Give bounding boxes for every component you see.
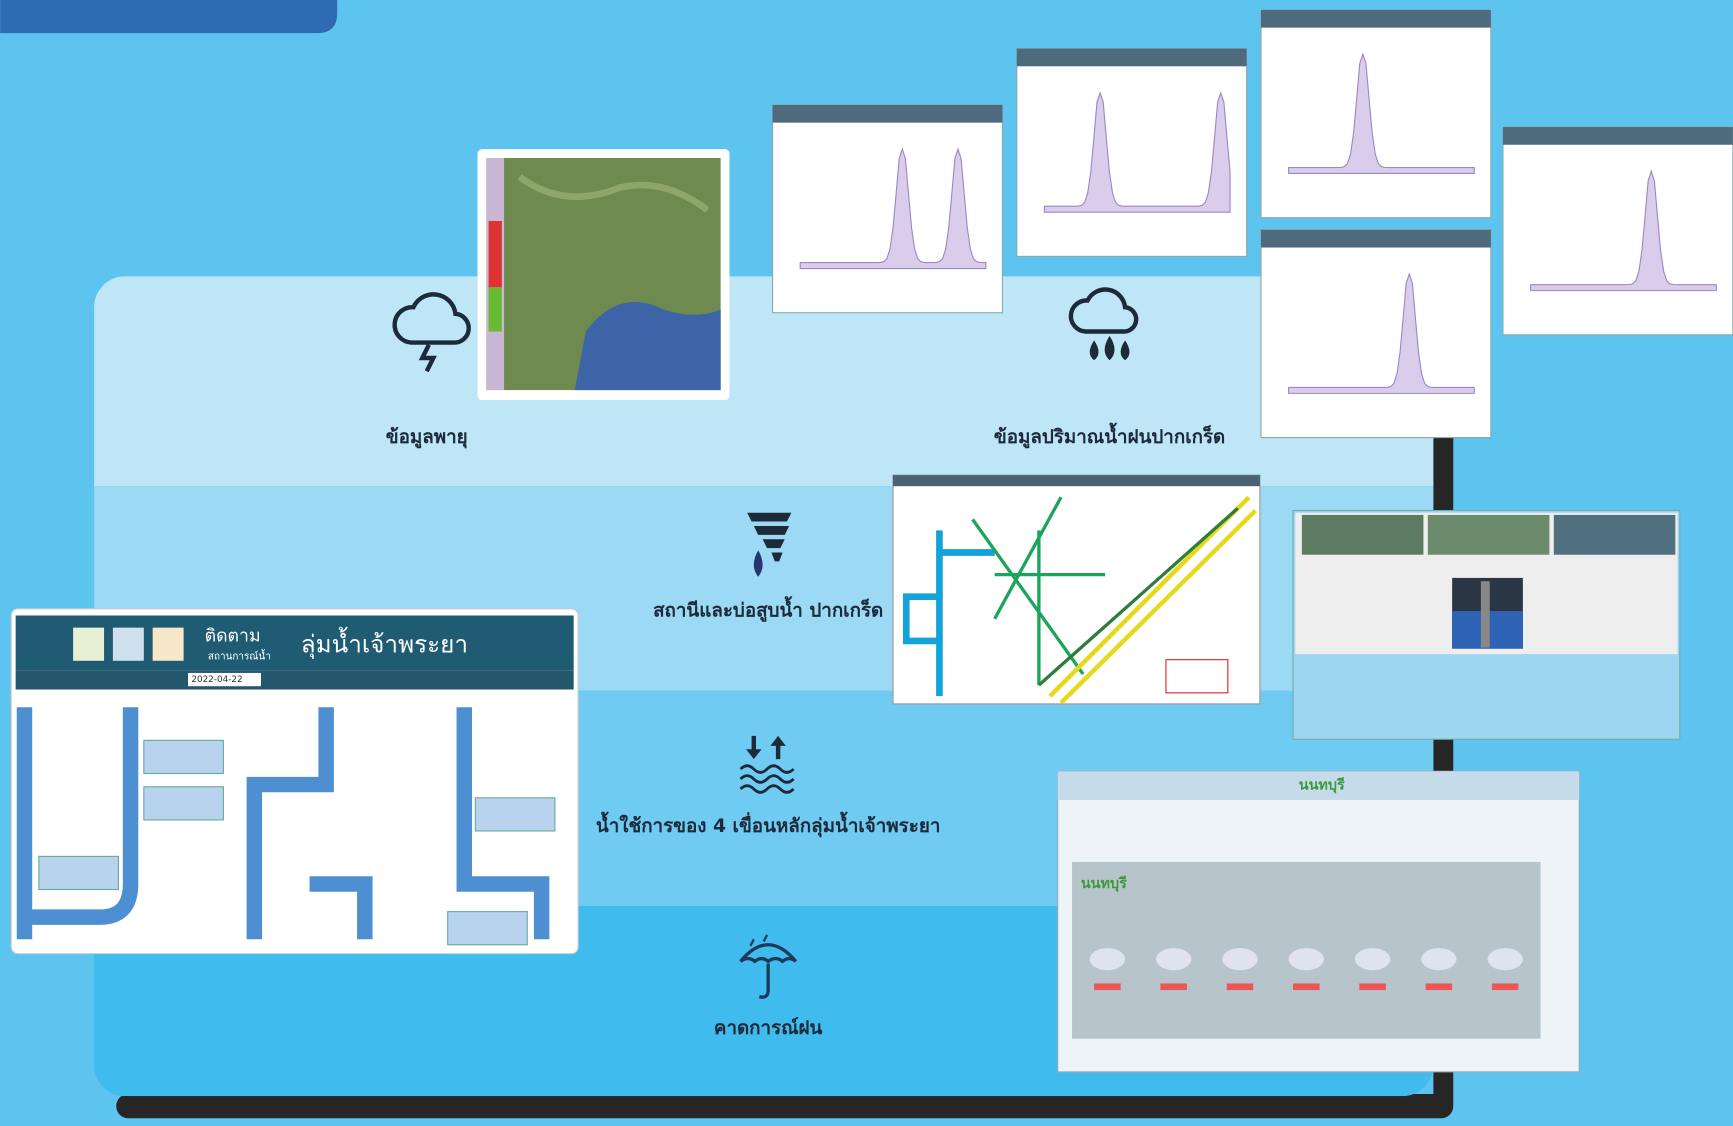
info-box — [475, 798, 555, 831]
storm-map — [478, 149, 730, 400]
temp-mark — [1227, 983, 1254, 990]
chart-header — [1017, 49, 1247, 67]
chart-header — [1261, 230, 1491, 248]
weather-panel: นนทบุรี นนทบุรี — [1058, 771, 1580, 1072]
chart-panel — [1261, 230, 1491, 438]
chart-panel — [1017, 49, 1247, 257]
cloud-icon — [1421, 948, 1456, 970]
info-box — [448, 912, 528, 945]
chart-header — [1503, 127, 1733, 145]
section-label: ข้อมูลพายุ — [386, 426, 468, 449]
pump-map — [893, 475, 1260, 704]
weather-province: นนทบุรี — [1081, 875, 1127, 892]
temp-mark — [1160, 983, 1187, 990]
chart-panel — [1503, 127, 1733, 335]
temp-mark — [1293, 983, 1320, 990]
cloud-icon — [1090, 948, 1125, 970]
info-box — [144, 787, 224, 820]
chart-header — [773, 105, 1003, 123]
cctv-panel — [1293, 511, 1680, 740]
info-box — [39, 856, 119, 889]
section-label: คาดการณ์ฝน — [714, 1017, 823, 1039]
dashboard-date: 2022-04-22 — [191, 675, 242, 685]
temp-mark — [1426, 983, 1453, 990]
chart-panel — [773, 105, 1003, 313]
infographic: ข้อมูลพายุ ข้อมูลปริมาณน้ำฝนปากเกร็ด สถา… — [0, 0, 1733, 1126]
temp-mark — [1359, 983, 1386, 990]
chart-header — [1261, 10, 1491, 28]
cloud-icon — [1222, 948, 1257, 970]
dashboard-kicker: ติดตาม — [205, 626, 261, 646]
frame-bottom — [116, 1094, 1453, 1118]
cloud-icon — [1488, 948, 1523, 970]
section-label: ข้อมูลปริมาณน้ำฝนปากเกร็ด — [994, 422, 1225, 449]
corner-tab — [0, 0, 337, 33]
section-label: สถานีและบ่อสูบน้ำ ปากเกร็ด — [653, 596, 883, 623]
section-label: น้ำใช้การของ 4 เขื่อนหลักลุ่มน้ำเจ้าพระย… — [596, 811, 940, 838]
info-box — [144, 740, 224, 773]
cloud-icon — [1289, 948, 1324, 970]
temp-mark — [1094, 983, 1121, 990]
cloud-icon — [1355, 948, 1390, 970]
temp-mark — [1492, 983, 1519, 990]
dashboard: ติดตาม สถานการณ์น้ำ ลุ่มน้ำเจ้าพระยา 202… — [11, 609, 578, 954]
cloud-icon — [1156, 948, 1191, 970]
weather-title: นนทบุรี — [1299, 777, 1345, 794]
dashboard-title: ลุ่มน้ำเจ้าพระยา — [301, 626, 468, 659]
chart-panel — [1261, 10, 1491, 218]
dashboard-kicker-sub: สถานการณ์น้ำ — [208, 648, 271, 662]
